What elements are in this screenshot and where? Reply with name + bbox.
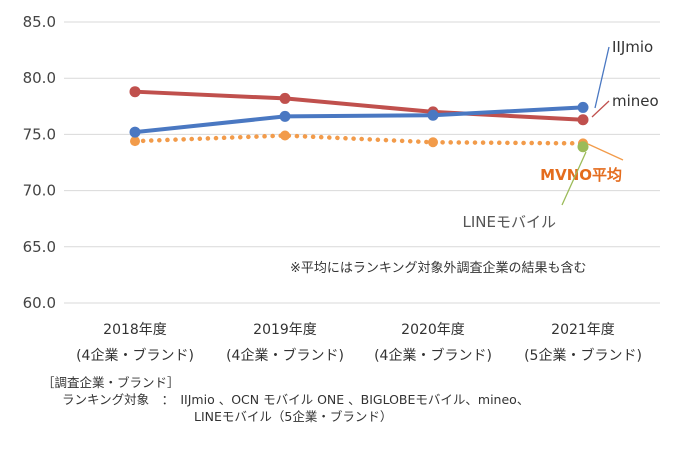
data-point: [129, 126, 141, 138]
x-tick-label: 2019年度: [253, 322, 317, 338]
x-axis-labels: 2018年度 (4企業・ブランド) 2019年度 (4企業・ブランド) 2020年度 (4…: [76, 322, 642, 364]
data-point: [279, 110, 291, 122]
x-tick-sublabel: (4企業・ブランド): [76, 347, 194, 364]
y-tick-label: 85.0: [23, 13, 56, 31]
x-tick-label: 2021年度: [551, 322, 615, 338]
label-leader: [587, 143, 624, 161]
y-tick-label: 80.0: [23, 69, 56, 87]
line-chart: 85.0 80.0 75.0 70.0 65.0 60.0 2018年度 (4企業・ブランド…: [23, 13, 660, 364]
series-label: MVNO平均: [540, 166, 622, 184]
y-tick-label: 65.0: [23, 238, 56, 256]
data-point: [280, 130, 290, 141]
series-1: [129, 86, 589, 126]
y-tick-label: 70.0: [23, 182, 56, 200]
caption-line-3: LINEモバイル（5企業・ブランド）: [194, 409, 393, 424]
data-point: [577, 141, 589, 153]
series-label: IIJmio: [612, 38, 653, 56]
series-label: mineo: [612, 92, 659, 110]
label-leader: [594, 46, 610, 109]
caption-line-2: ランキング対象 ： IIJmio 、OCN モバイル ONE 、BIGLOBEモ…: [62, 392, 530, 407]
series-lines: [129, 86, 589, 153]
data-point: [577, 114, 589, 126]
data-point: [279, 92, 291, 104]
data-point: [130, 136, 140, 147]
series-line: [132, 133, 586, 146]
survey-caption: ［調査企業・ブランド］ ランキング対象 ： IIJmio 、OCN モバイル O…: [42, 374, 529, 425]
x-tick-label: 2020年度: [401, 322, 465, 338]
label-leader: [591, 100, 610, 118]
chart-annotation: ※平均にはランキング対象外調査企業の結果も含む: [290, 260, 587, 276]
series-2: [130, 130, 588, 149]
x-tick-sublabel: (4企業・ブランド): [226, 347, 344, 364]
x-tick-label: 2018年度: [103, 322, 167, 338]
data-point: [428, 137, 438, 148]
y-axis-ticks: 85.0 80.0 75.0 70.0 65.0 60.0: [23, 13, 56, 312]
data-point: [427, 109, 439, 121]
y-tick-label: 60.0: [23, 294, 56, 312]
x-tick-sublabel: (5企業・ブランド): [524, 347, 642, 364]
series-line: [133, 105, 585, 135]
series-label: LINEモバイル: [463, 213, 556, 231]
x-tick-sublabel: (4企業・ブランド): [374, 347, 492, 364]
caption-line-1: ［調査企業・ブランド］: [42, 375, 180, 390]
series-3: [577, 141, 589, 153]
data-point: [577, 101, 589, 113]
data-point: [129, 86, 141, 98]
label-leader: [561, 151, 587, 206]
grid: [64, 21, 660, 304]
y-tick-label: 75.0: [23, 125, 56, 143]
series-0: [129, 101, 589, 138]
series-line: [133, 89, 585, 122]
series-labels: IIJmio mineo MVNO平均 LINEモバイル: [463, 38, 659, 231]
